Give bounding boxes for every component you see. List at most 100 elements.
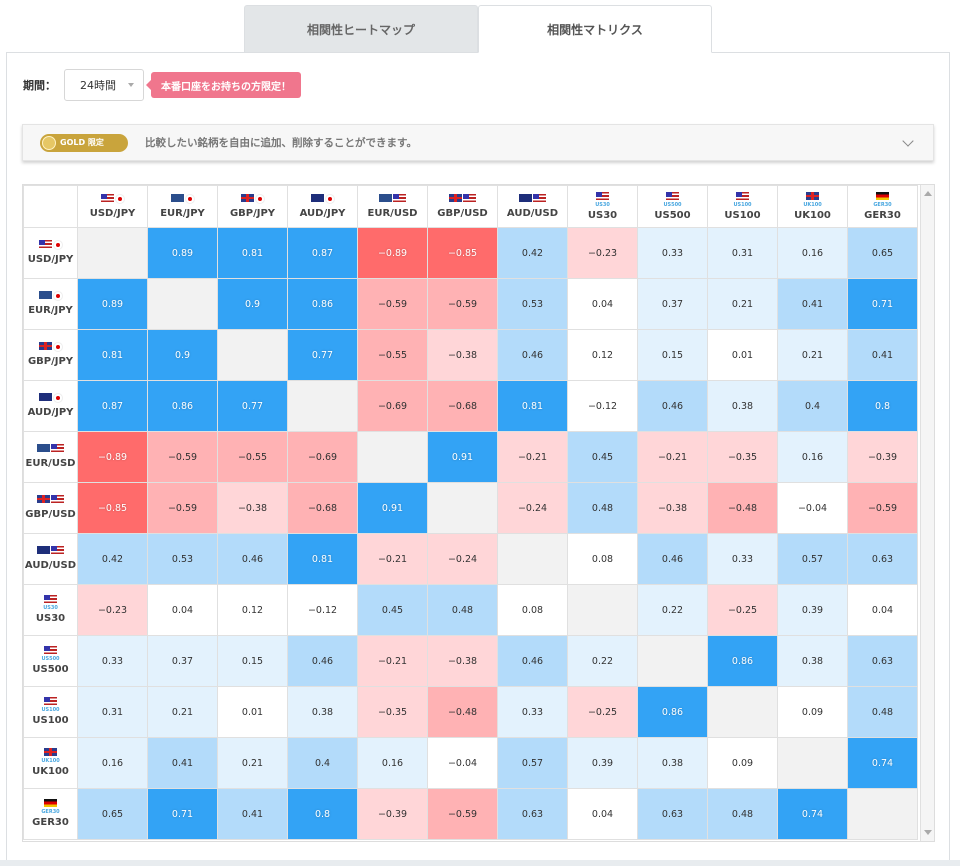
gold-feature-bar[interactable]: GOLD 限定 比較したい銘柄を自由に追加、削除することができます。 xyxy=(22,124,934,161)
flag-de-icon xyxy=(876,191,889,200)
flag-au-icon xyxy=(37,546,50,554)
correlation-cell: 0.33 xyxy=(497,686,568,738)
flag-us-icon xyxy=(100,193,114,202)
flag-au-icon xyxy=(38,393,52,401)
flag-jp-icon xyxy=(114,193,125,204)
correlation-cell: 0.41 xyxy=(217,788,288,840)
row-header: UK100 UK100 xyxy=(23,737,78,789)
correlation-cell: 0.46 xyxy=(287,635,358,687)
flag-icon xyxy=(44,595,57,605)
flag-us-icon xyxy=(51,495,64,503)
row-label: GBP/USD xyxy=(25,509,76,520)
correlation-cell: −0.39 xyxy=(847,431,918,483)
index-sub-label: GER30 xyxy=(873,201,892,208)
index-sub-label: US30 xyxy=(595,201,610,208)
column-label: AUD/JPY xyxy=(299,207,346,219)
correlation-cell: −0.35 xyxy=(357,686,428,738)
index-sub-label: US100 xyxy=(41,707,60,713)
correlation-cell: −0.04 xyxy=(777,482,848,534)
row-header: USD/JPY xyxy=(23,227,78,279)
correlation-cell xyxy=(147,278,218,330)
correlation-cell: 0.8 xyxy=(287,788,358,840)
correlation-cell: 0.65 xyxy=(77,788,148,840)
flag-us-icon xyxy=(463,193,476,202)
scroll-up-icon[interactable] xyxy=(924,191,932,196)
correlation-cell: −0.24 xyxy=(497,482,568,534)
correlation-cell: 0.01 xyxy=(707,329,778,381)
column-header: AUD/USD xyxy=(497,185,568,228)
flag-icon xyxy=(666,191,679,202)
column-label: UK100 xyxy=(794,209,831,221)
gold-coin-icon xyxy=(42,135,56,150)
correlation-cell: 0.09 xyxy=(707,737,778,789)
correlation-cell: 0.89 xyxy=(77,278,148,330)
correlation-cell: 0.4 xyxy=(777,380,848,432)
column-header: US30 US30 xyxy=(567,185,638,228)
row-label: EUR/JPY xyxy=(28,305,73,316)
flag-jp-icon xyxy=(52,393,63,403)
flag-gb-icon xyxy=(37,495,50,503)
correlation-cell: 0.46 xyxy=(637,380,708,432)
tab-bar: 相関性ヒートマップ 相関性マトリクス xyxy=(244,5,712,53)
correlation-cell: −0.68 xyxy=(427,380,498,432)
correlation-cell: 0.53 xyxy=(497,278,568,330)
flag-eu-icon xyxy=(37,444,50,452)
flag-us-icon xyxy=(44,697,57,705)
correlation-cell: 0.41 xyxy=(147,737,218,789)
vertical-scrollbar[interactable] xyxy=(920,185,934,841)
correlation-cell: −0.55 xyxy=(357,329,428,381)
correlation-cell: 0.42 xyxy=(497,227,568,279)
period-select[interactable]: 24時間 xyxy=(64,69,144,101)
flag-us-icon xyxy=(44,646,57,654)
correlation-cell: −0.23 xyxy=(567,227,638,279)
correlation-cell: 0.15 xyxy=(217,635,288,687)
correlation-cell: 0.16 xyxy=(357,737,428,789)
correlation-cell: −0.12 xyxy=(287,584,358,636)
correlation-cell xyxy=(427,482,498,534)
tab-matrix[interactable]: 相関性マトリクス xyxy=(478,5,712,53)
flag-gb-icon xyxy=(38,342,52,350)
correlation-table: USD/JPY EUR/JPY GBP/JPY AUD/JPY EUR/USD GBP/U… xyxy=(23,185,918,840)
correlation-cell xyxy=(217,329,288,381)
correlation-cell xyxy=(777,737,848,789)
correlation-cell: 0.71 xyxy=(847,278,918,330)
correlation-cell: 0.22 xyxy=(637,584,708,636)
correlation-cell: 0.21 xyxy=(707,278,778,330)
correlation-cell: 0.33 xyxy=(707,533,778,585)
correlation-cell: 0.89 xyxy=(147,227,218,279)
correlation-cell: 0.37 xyxy=(637,278,708,330)
flag-jp-icon xyxy=(52,240,63,250)
column-header: US500 US500 xyxy=(637,185,708,228)
correlation-cell: 0.12 xyxy=(217,584,288,636)
correlation-cell: 0.48 xyxy=(427,584,498,636)
correlation-cell: 0.86 xyxy=(147,380,218,432)
column-header: AUD/JPY xyxy=(287,185,358,228)
column-label: USD/JPY xyxy=(89,207,136,219)
row-label: US100 xyxy=(32,715,69,726)
matrix-header-row: USD/JPY EUR/JPY GBP/JPY AUD/JPY EUR/USD GBP/U… xyxy=(23,185,918,228)
flag-icon xyxy=(170,193,195,204)
column-header: US100 US100 xyxy=(707,185,778,228)
matrix-panel: 期間： 24時間 本番口座をお持ちの方限定！ GOLD 限定 比較したい銘柄を自… xyxy=(6,52,950,866)
tab-heatmap[interactable]: 相関性ヒートマップ xyxy=(244,5,478,53)
correlation-matrix: USD/JPY EUR/JPY GBP/JPY AUD/JPY EUR/USD GBP/U… xyxy=(22,184,935,842)
scroll-down-icon[interactable] xyxy=(924,830,932,835)
caret-down-icon xyxy=(128,83,134,87)
table-row: GBP/USD −0.85 −0.59 −0.38 −0.68 0.91 −0.24 0.48… xyxy=(23,482,918,534)
correlation-cell: 0.91 xyxy=(357,482,428,534)
correlation-cell: 0.21 xyxy=(777,329,848,381)
chevron-down-icon[interactable] xyxy=(902,135,914,147)
flag-eu-icon xyxy=(379,193,392,202)
correlation-cell: 0.81 xyxy=(287,533,358,585)
column-label: EUR/USD xyxy=(367,207,418,219)
correlation-cell: 0.16 xyxy=(77,737,148,789)
correlation-cell: −0.21 xyxy=(357,533,428,585)
period-value: 24時間 xyxy=(80,79,116,92)
correlation-cell: 0.37 xyxy=(147,635,218,687)
correlation-cell: 0.86 xyxy=(707,635,778,687)
correlation-cell xyxy=(77,227,148,279)
column-label: GER30 xyxy=(864,209,901,221)
correlation-cell: 0.8 xyxy=(847,380,918,432)
flag-icon xyxy=(38,240,63,250)
correlation-cell: 0.9 xyxy=(217,278,288,330)
